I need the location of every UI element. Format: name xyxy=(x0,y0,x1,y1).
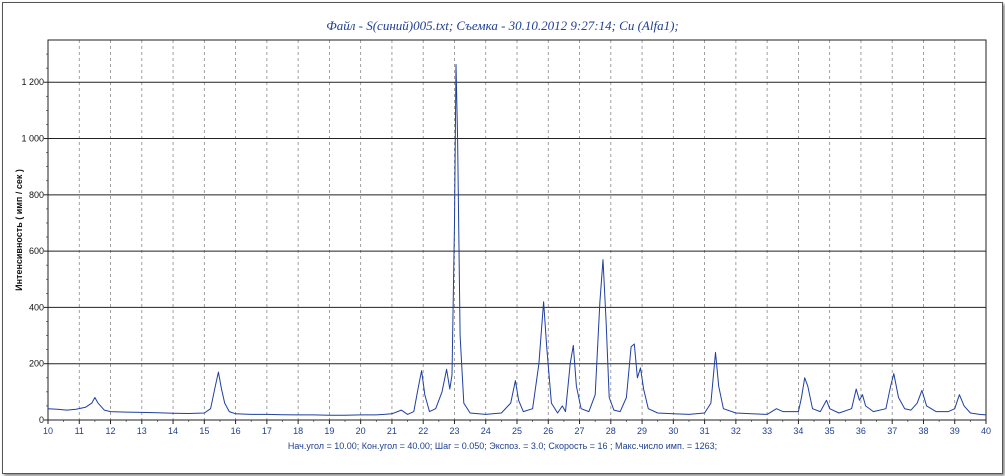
x-tick-label: 13 xyxy=(137,426,147,436)
x-tick-label: 11 xyxy=(75,426,84,436)
x-tick-label: 36 xyxy=(856,426,866,436)
y-tick-label: 600 xyxy=(29,246,44,256)
x-tick-label: 21 xyxy=(387,426,397,436)
x-tick-label: 33 xyxy=(762,426,772,436)
x-tick-label: 18 xyxy=(293,426,303,436)
x-tick-label: 37 xyxy=(887,426,897,436)
series xyxy=(47,64,987,416)
x-tick-label: 15 xyxy=(199,426,209,436)
y-tick-label: 200 xyxy=(29,359,44,369)
series-line xyxy=(47,64,987,416)
y-tick-label: 1 200 xyxy=(21,77,44,87)
x-tick-label: 30 xyxy=(668,426,678,436)
x-tick-label: 14 xyxy=(168,426,178,436)
y-tick-label: 800 xyxy=(29,190,44,200)
grid xyxy=(48,40,986,420)
x-tick-label: 26 xyxy=(543,426,553,436)
x-tick-label: 31 xyxy=(700,426,710,436)
x-tick-label: 40 xyxy=(981,426,991,436)
y-tick-label: 400 xyxy=(29,302,44,312)
x-tick-label: 39 xyxy=(950,426,960,436)
x-tick-label: 16 xyxy=(231,426,241,436)
x-tick-label: 19 xyxy=(324,426,334,436)
x-tick-label: 27 xyxy=(575,426,585,436)
x-tick-label: 25 xyxy=(512,426,522,436)
x-tick-label: 22 xyxy=(418,426,428,436)
x-tick-label: 29 xyxy=(637,426,647,436)
y-axis-label: Интенсивность ( имп / сек ) xyxy=(14,169,24,291)
x-tick-label: 17 xyxy=(262,426,272,436)
x-tick-label: 20 xyxy=(356,426,366,436)
chart-title: Файл - S(синий)005.txt; Съемка - 30.10.2… xyxy=(326,18,679,33)
x-tick-label: 32 xyxy=(731,426,741,436)
x-tick-label: 35 xyxy=(825,426,835,436)
x-tick-label: 38 xyxy=(918,426,928,436)
acquisition-parameters: Нач.угол = 10.00; Кон.угол = 40.00; Шаг … xyxy=(287,441,718,451)
x-tick-label: 34 xyxy=(793,426,803,436)
axes xyxy=(44,39,987,424)
x-tick-label: 23 xyxy=(449,426,459,436)
x-tick-label: 24 xyxy=(481,426,491,436)
x-tick-label: 12 xyxy=(106,426,116,436)
plot-area-border xyxy=(47,39,987,421)
x-tick-label: 10 xyxy=(43,426,53,436)
y-tick-label: 1 000 xyxy=(21,134,44,144)
y-tick-label: 0 xyxy=(39,415,44,425)
tick-labels: 10 11 12 13 14 15 16 17 18 19 20 21 22 23 24 25 26 27 28 29… xyxy=(14,77,991,436)
x-tick-label: 28 xyxy=(606,426,616,436)
